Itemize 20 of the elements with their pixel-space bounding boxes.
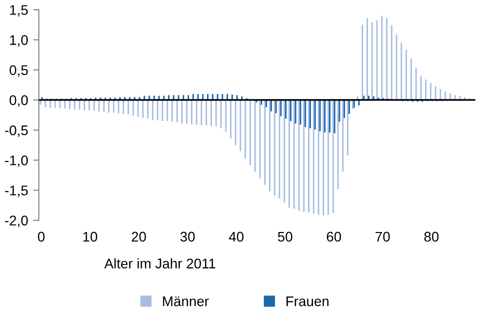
x-tick-label: 10 xyxy=(83,232,98,242)
y-tick-label: 0,0 xyxy=(10,95,28,107)
y-tick-label: -1,0 xyxy=(5,155,28,167)
y-tick-label: -0,5 xyxy=(5,125,28,137)
y-tick-label: 0,5 xyxy=(10,65,28,77)
x-tick-label: 60 xyxy=(326,232,342,242)
legend-label: Männer xyxy=(163,296,209,306)
x-tick-label: 70 xyxy=(376,232,390,242)
x-tick-label: 40 xyxy=(228,232,244,242)
x-tick-label: 30 xyxy=(180,232,195,242)
x-tick-label: 20 xyxy=(132,232,146,242)
y-tick-label: -2,0 xyxy=(5,216,28,228)
x-tick-label: 50 xyxy=(278,232,292,242)
y-tick-label: 1,5 xyxy=(10,5,28,17)
y-tick-label: -1,5 xyxy=(5,186,28,198)
x-tick-label: 0 xyxy=(38,232,45,242)
legend-label: Frauen xyxy=(286,296,328,306)
x-axis-title: Alter im Jahr 2011 xyxy=(104,258,216,268)
x-tick-label: 80 xyxy=(424,232,439,242)
y-tick-label: 1,0 xyxy=(10,35,28,47)
